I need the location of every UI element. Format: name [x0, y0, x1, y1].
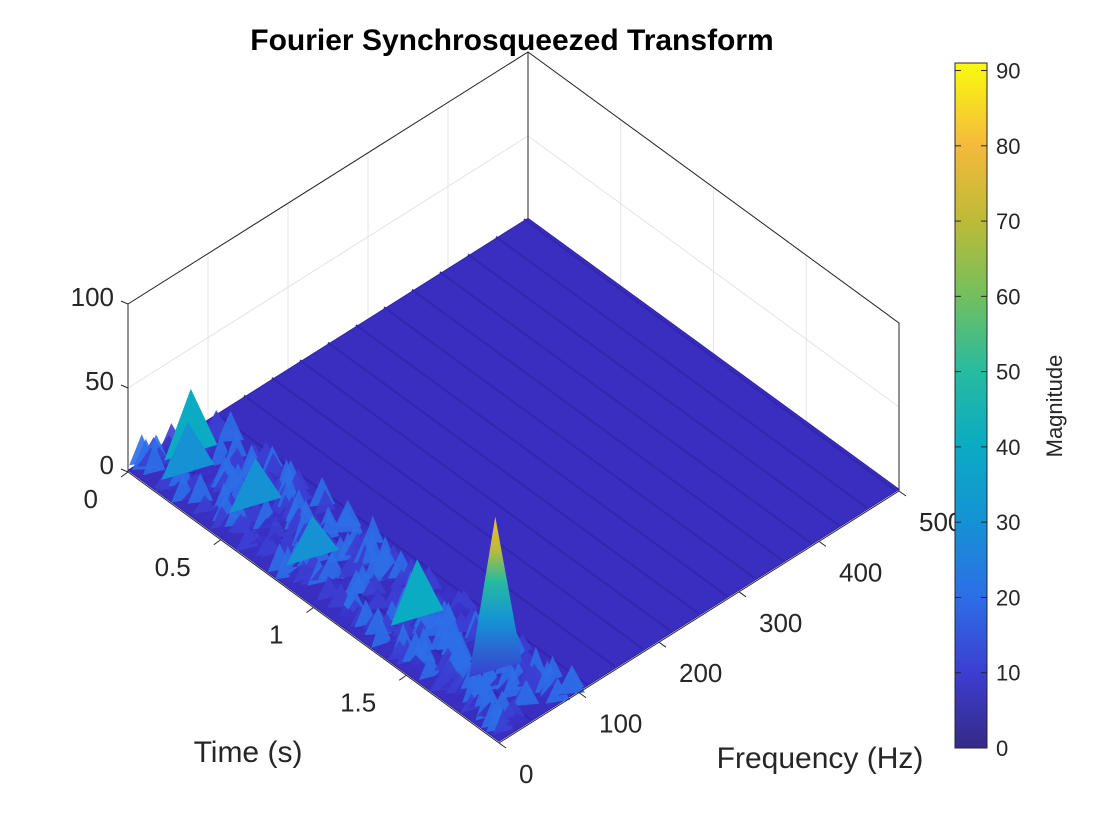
tick-mark: [398, 674, 407, 681]
surface-spike: [436, 586, 458, 602]
colorbar-tick-label: 10: [996, 661, 1020, 686]
surface-ridge: [411, 288, 784, 562]
colorbar-label: Magnitude: [1042, 355, 1067, 458]
surface-ridge: [299, 359, 672, 633]
tick-mark: [658, 641, 667, 648]
magnitude-tick-label: 50: [85, 366, 114, 396]
frequency-tick-label: 100: [599, 709, 642, 739]
frequency-axis-line: [498, 490, 900, 744]
tick-mark: [213, 539, 222, 546]
surface-peak: [161, 421, 215, 480]
surface-spike: [557, 667, 585, 695]
time-tick-label: 1.5: [340, 687, 376, 717]
surface-spike: [143, 442, 166, 476]
surface-spike: [199, 464, 223, 477]
tick-mark: [120, 468, 129, 473]
surface-spike: [265, 515, 287, 542]
surface-peak: [164, 388, 218, 461]
surface-ridge: [495, 235, 868, 509]
colorbar-tick-label: 70: [996, 209, 1020, 234]
surface-spike: [192, 495, 217, 515]
colorbar-ticks: 0 10 20 30 40 50 60 70 80 90: [955, 59, 1020, 761]
surface-spike: [512, 679, 540, 707]
tick-mark: [898, 490, 907, 497]
surface-ridge: [271, 377, 644, 650]
colorbar-tick-label: 50: [996, 360, 1020, 385]
chart-title: Fourier Synchrosqueezed Transform: [250, 24, 773, 57]
colorbar: 0 10 20 30 40 50 60 70 80 90 Magnitude: [954, 59, 1067, 761]
tick-mark: [120, 471, 129, 478]
tick-mark: [818, 540, 827, 547]
surface-spike: [317, 551, 346, 580]
surface-peak: [468, 516, 522, 678]
surface-spike: [419, 653, 441, 680]
surface-spike: [316, 575, 340, 601]
colorbar-tick-label: 30: [996, 510, 1020, 535]
tick-mark: [306, 607, 314, 613]
surface-peak: [229, 458, 282, 514]
frequency-tick-label: 400: [839, 557, 882, 587]
time-tick-label: 1: [269, 620, 283, 650]
surface-spike: [545, 678, 571, 704]
surface-peak: [285, 515, 339, 566]
surface-plot: [127, 217, 900, 744]
surface-spike: [371, 617, 392, 648]
tick-mark: [120, 384, 129, 389]
surface-spike: [501, 665, 525, 699]
time-tick-label: 0.5: [155, 552, 191, 582]
frequency-tick-label: 200: [679, 658, 722, 688]
surface-spike: [333, 507, 360, 534]
colorbar-tick-label: 40: [996, 435, 1020, 460]
surface-peak: [390, 559, 444, 626]
colorbar-tick-label: 0: [996, 736, 1008, 761]
surface-ridge: [243, 394, 616, 668]
surface-spike: [505, 712, 528, 727]
magnitude-tick-label: 0: [100, 450, 114, 480]
magnitude-tick-label: 100: [71, 282, 114, 312]
surface-spike: [361, 530, 383, 566]
colorbar-tick-label: 20: [996, 585, 1020, 610]
colorbar-gradient: [954, 62, 988, 749]
surface-ridge: [355, 324, 728, 597]
surface-spike: [492, 708, 515, 735]
surface-spike: [283, 568, 307, 584]
colorbar-tick-label: 60: [996, 284, 1020, 309]
surface-ridge: [383, 306, 756, 580]
colorbar-tick-label: 90: [996, 59, 1020, 84]
tick-mark: [578, 692, 587, 699]
surface-ridge: [327, 341, 700, 615]
frequency-axis-label: Frequency (Hz): [717, 742, 924, 775]
surface-spike: [187, 472, 213, 504]
tick-mark: [120, 300, 129, 305]
time-axis-ticks: 0 0.5 1 1.5: [84, 471, 407, 717]
surface-ridge: [467, 253, 840, 527]
surface-floor: [127, 217, 900, 742]
surface-spike: [225, 430, 247, 462]
time-tick-label: 0: [84, 484, 98, 514]
surface-ridge: [523, 218, 896, 491]
time-axis-label: Time (s): [194, 736, 303, 769]
tick-mark: [498, 742, 507, 749]
surface-ridge: [439, 271, 812, 544]
tick-mark: [738, 591, 747, 598]
colorbar-tick-label: 80: [996, 134, 1020, 159]
surface-spike: [361, 573, 387, 597]
frequency-tick-label: 0: [519, 759, 533, 789]
frequency-tick-label: 300: [759, 608, 802, 638]
surface-spike: [314, 489, 336, 515]
magnitude-axis-ticks: 0 50 100: [71, 282, 129, 480]
